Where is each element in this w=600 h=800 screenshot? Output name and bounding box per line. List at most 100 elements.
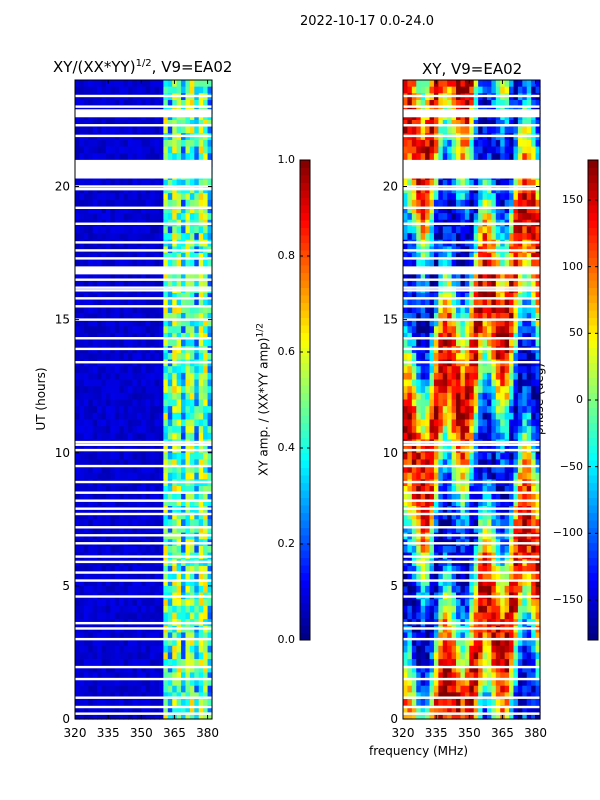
colorbar-segment xyxy=(300,497,310,506)
data-gap xyxy=(75,665,212,669)
colorbar-segment xyxy=(588,257,598,266)
y-tick-label: 20 xyxy=(55,180,70,194)
colorbar-segment xyxy=(588,227,598,236)
right-panel-title: XY, V9=EA02 xyxy=(422,60,523,78)
data-gap xyxy=(75,507,212,510)
colorbar-segment xyxy=(300,212,310,221)
data-gap xyxy=(403,705,540,709)
data-gap xyxy=(75,94,212,98)
colorbar-segment xyxy=(300,535,310,543)
data-gap xyxy=(403,206,540,209)
colorbar-segment xyxy=(588,347,598,356)
plot-frame xyxy=(402,79,541,720)
colorbar-segment xyxy=(588,625,598,633)
colorbar-segment xyxy=(300,340,310,348)
data-gap xyxy=(403,124,540,127)
colorbar-segment xyxy=(588,167,598,176)
colorbar-segment xyxy=(300,512,310,521)
colorbar-segment xyxy=(588,542,598,551)
data-gap-band xyxy=(75,159,212,179)
colorbar-segment xyxy=(588,445,598,453)
data-gap xyxy=(75,257,212,260)
data-gap xyxy=(75,464,212,468)
data-gap xyxy=(403,185,540,188)
data-gap xyxy=(403,347,540,351)
data-gap xyxy=(75,443,212,446)
colorbar-segment xyxy=(300,527,310,536)
colorbar-segment xyxy=(300,392,310,401)
colorbar-segment xyxy=(588,512,598,521)
colorbar-tick-label: −100 xyxy=(552,526,583,540)
data-gap xyxy=(403,579,540,582)
x-tick-label: 335 xyxy=(97,726,120,740)
data-gap xyxy=(75,627,212,630)
colorbar-segment xyxy=(588,490,598,498)
colorbar-segment xyxy=(300,430,310,438)
data-gap xyxy=(403,464,540,468)
colorbar-segment xyxy=(588,317,598,326)
data-gap xyxy=(75,318,212,321)
x-tick-label: 335 xyxy=(425,726,448,740)
data-gap xyxy=(75,286,212,289)
colorbar-segment xyxy=(588,295,598,303)
colorbar-segment xyxy=(300,332,310,341)
colorbar-segment xyxy=(588,550,598,558)
data-gap xyxy=(403,677,540,681)
colorbar-segment xyxy=(588,265,598,273)
colorbar-segment xyxy=(588,205,598,213)
colorbar-segment xyxy=(300,445,310,453)
colorbar-segment xyxy=(588,482,598,491)
x-tick-label: 365 xyxy=(163,726,186,740)
colorbar-tick-label: 0.4 xyxy=(277,441,296,454)
colorbar-tick-label: 1.0 xyxy=(277,153,296,166)
colorbar-segment xyxy=(588,505,598,513)
data-gap xyxy=(403,297,540,300)
colorbar-segment xyxy=(588,392,598,401)
y-tick-label: 0 xyxy=(62,712,70,726)
colorbar-segment xyxy=(588,370,598,378)
y-tick-label: 5 xyxy=(62,579,70,593)
data-gap xyxy=(403,571,540,574)
colorbar-segment xyxy=(588,452,598,461)
colorbar-segment xyxy=(588,497,598,506)
data-gap xyxy=(403,94,540,98)
y-tick-label: 0 xyxy=(390,712,398,726)
data-gap-band xyxy=(403,159,540,179)
data-gap xyxy=(403,534,540,537)
y-tick-label: 15 xyxy=(383,313,398,327)
colorbar-segment xyxy=(300,460,310,468)
colorbar-segment xyxy=(300,175,310,183)
x-tick-label: 380 xyxy=(196,726,219,740)
colorbar-segment xyxy=(300,205,310,213)
colorbar-segment xyxy=(588,475,598,483)
data-gap xyxy=(75,124,212,127)
data-gap xyxy=(403,286,540,289)
colorbar-segment xyxy=(588,197,598,206)
data-gap xyxy=(75,555,212,558)
colorbar-segment xyxy=(300,580,310,588)
colorbar-segment xyxy=(300,362,310,371)
colorbar-segment xyxy=(588,212,598,221)
data-gap xyxy=(403,222,540,225)
colorbar-tick-label: 150 xyxy=(562,193,583,206)
data-gap-band xyxy=(75,109,212,118)
data-gap xyxy=(403,278,540,281)
colorbar-segment xyxy=(588,580,598,588)
colorbar-tick-label: 0 xyxy=(576,393,583,406)
colorbar-segment xyxy=(300,325,310,333)
colorbar-segment xyxy=(588,250,598,258)
data-gap xyxy=(75,526,212,529)
data-gap xyxy=(403,249,540,252)
colorbar-segment xyxy=(588,610,598,618)
data-gap xyxy=(403,627,540,630)
data-gap xyxy=(403,512,540,516)
data-gap xyxy=(403,318,540,321)
data-gap xyxy=(403,448,540,452)
colorbar-segment xyxy=(588,595,598,603)
colorbar-segment xyxy=(588,430,598,438)
right-colorbar xyxy=(587,159,599,641)
colorbar-tick-label: 0.0 xyxy=(277,633,296,646)
colorbar-tick-label: −150 xyxy=(552,593,583,606)
colorbar-segment xyxy=(588,160,598,168)
